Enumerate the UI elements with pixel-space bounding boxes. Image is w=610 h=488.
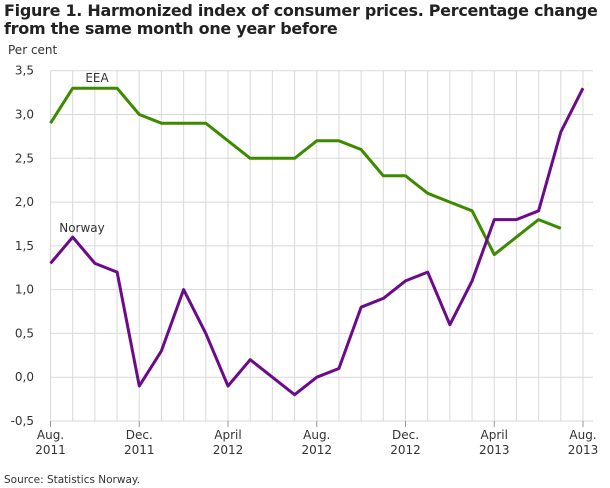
x-tick-label: Aug. <box>303 428 330 442</box>
x-tick-label: 2013 <box>479 443 510 457</box>
x-tick-label: April <box>214 428 241 442</box>
y-tick-label: 3,0 <box>15 107 34 121</box>
y-tick-label: 2,5 <box>15 151 34 165</box>
y-tick-label: 0,5 <box>15 326 34 340</box>
y-tick-label: -0,5 <box>11 414 34 428</box>
series-label-eea: EEA <box>85 71 109 85</box>
x-tick-label: 2012 <box>390 443 421 457</box>
x-tick-label: Aug. <box>569 428 596 442</box>
chart-title: Figure 1. Harmonized index of consumer p… <box>4 1 598 38</box>
x-tick-label: Dec. <box>392 428 419 442</box>
y-tick-label: 1,0 <box>15 283 34 297</box>
x-tick-label: April <box>481 428 508 442</box>
x-tick-label: Aug. <box>37 428 64 442</box>
x-tick-label: 2013 <box>568 443 599 457</box>
x-tick-label: 2012 <box>301 443 332 457</box>
x-tick-label: Dec. <box>126 428 153 442</box>
y-axis-label: Per cent <box>8 43 58 57</box>
x-tick-label: 2012 <box>213 443 244 457</box>
x-tick-label: 2011 <box>124 443 155 457</box>
y-tick-label: 0,0 <box>15 370 34 384</box>
y-tick-label: 1,5 <box>15 239 34 253</box>
series-line-eea <box>49 86 562 257</box>
x-tick-label: 2011 <box>35 443 66 457</box>
series-label-norway: Norway <box>59 221 105 235</box>
y-tick-label: 2,0 <box>15 195 34 209</box>
source-note: Source: Statistics Norway. <box>4 474 140 486</box>
y-tick-label: 3,5 <box>15 64 34 78</box>
